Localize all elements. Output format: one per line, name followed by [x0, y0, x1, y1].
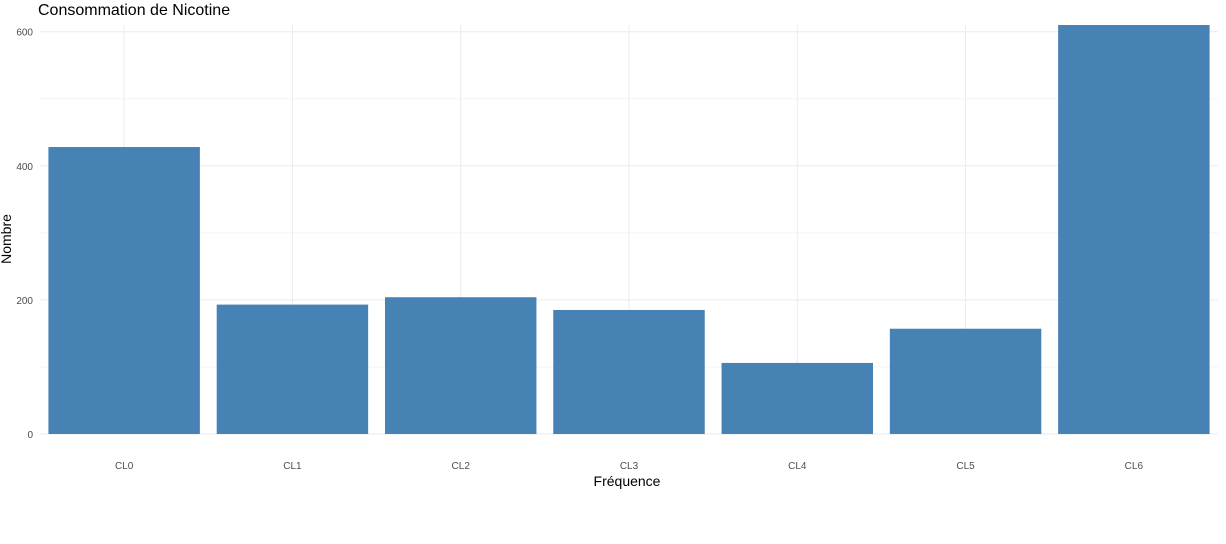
bar-cl3: [553, 309, 705, 434]
bar-cl1: [216, 304, 369, 434]
chart-title: Consommation de Nicotine: [38, 2, 230, 19]
x-axis-ticks: CL0 CL1 CL2 CL3 CL4 CL5 CL6: [115, 461, 1143, 472]
y-tick-label: 0: [27, 430, 33, 441]
bar-cl5: [889, 328, 1042, 434]
x-tick-label: CL1: [283, 461, 302, 472]
y-axis-title: Nombre: [0, 214, 14, 264]
bar-cl6: [1058, 25, 1210, 434]
y-tick-label: 600: [16, 28, 33, 39]
bar-cl2: [384, 297, 537, 434]
y-tick-label: 400: [16, 162, 33, 173]
bar-cl0: [48, 147, 200, 434]
bars: [48, 25, 1210, 434]
x-tick-label: CL0: [115, 461, 134, 472]
x-tick-label: CL2: [452, 461, 471, 472]
bar-cl4: [721, 362, 874, 434]
y-tick-label: 200: [16, 296, 33, 307]
x-axis-title: Fréquence: [594, 473, 661, 489]
x-tick-label: CL5: [956, 461, 975, 472]
x-tick-label: CL4: [788, 461, 807, 472]
y-axis-ticks: 0 200 400 600: [16, 28, 33, 441]
x-tick-label: CL6: [1125, 461, 1144, 472]
x-tick-label: CL3: [620, 461, 639, 472]
